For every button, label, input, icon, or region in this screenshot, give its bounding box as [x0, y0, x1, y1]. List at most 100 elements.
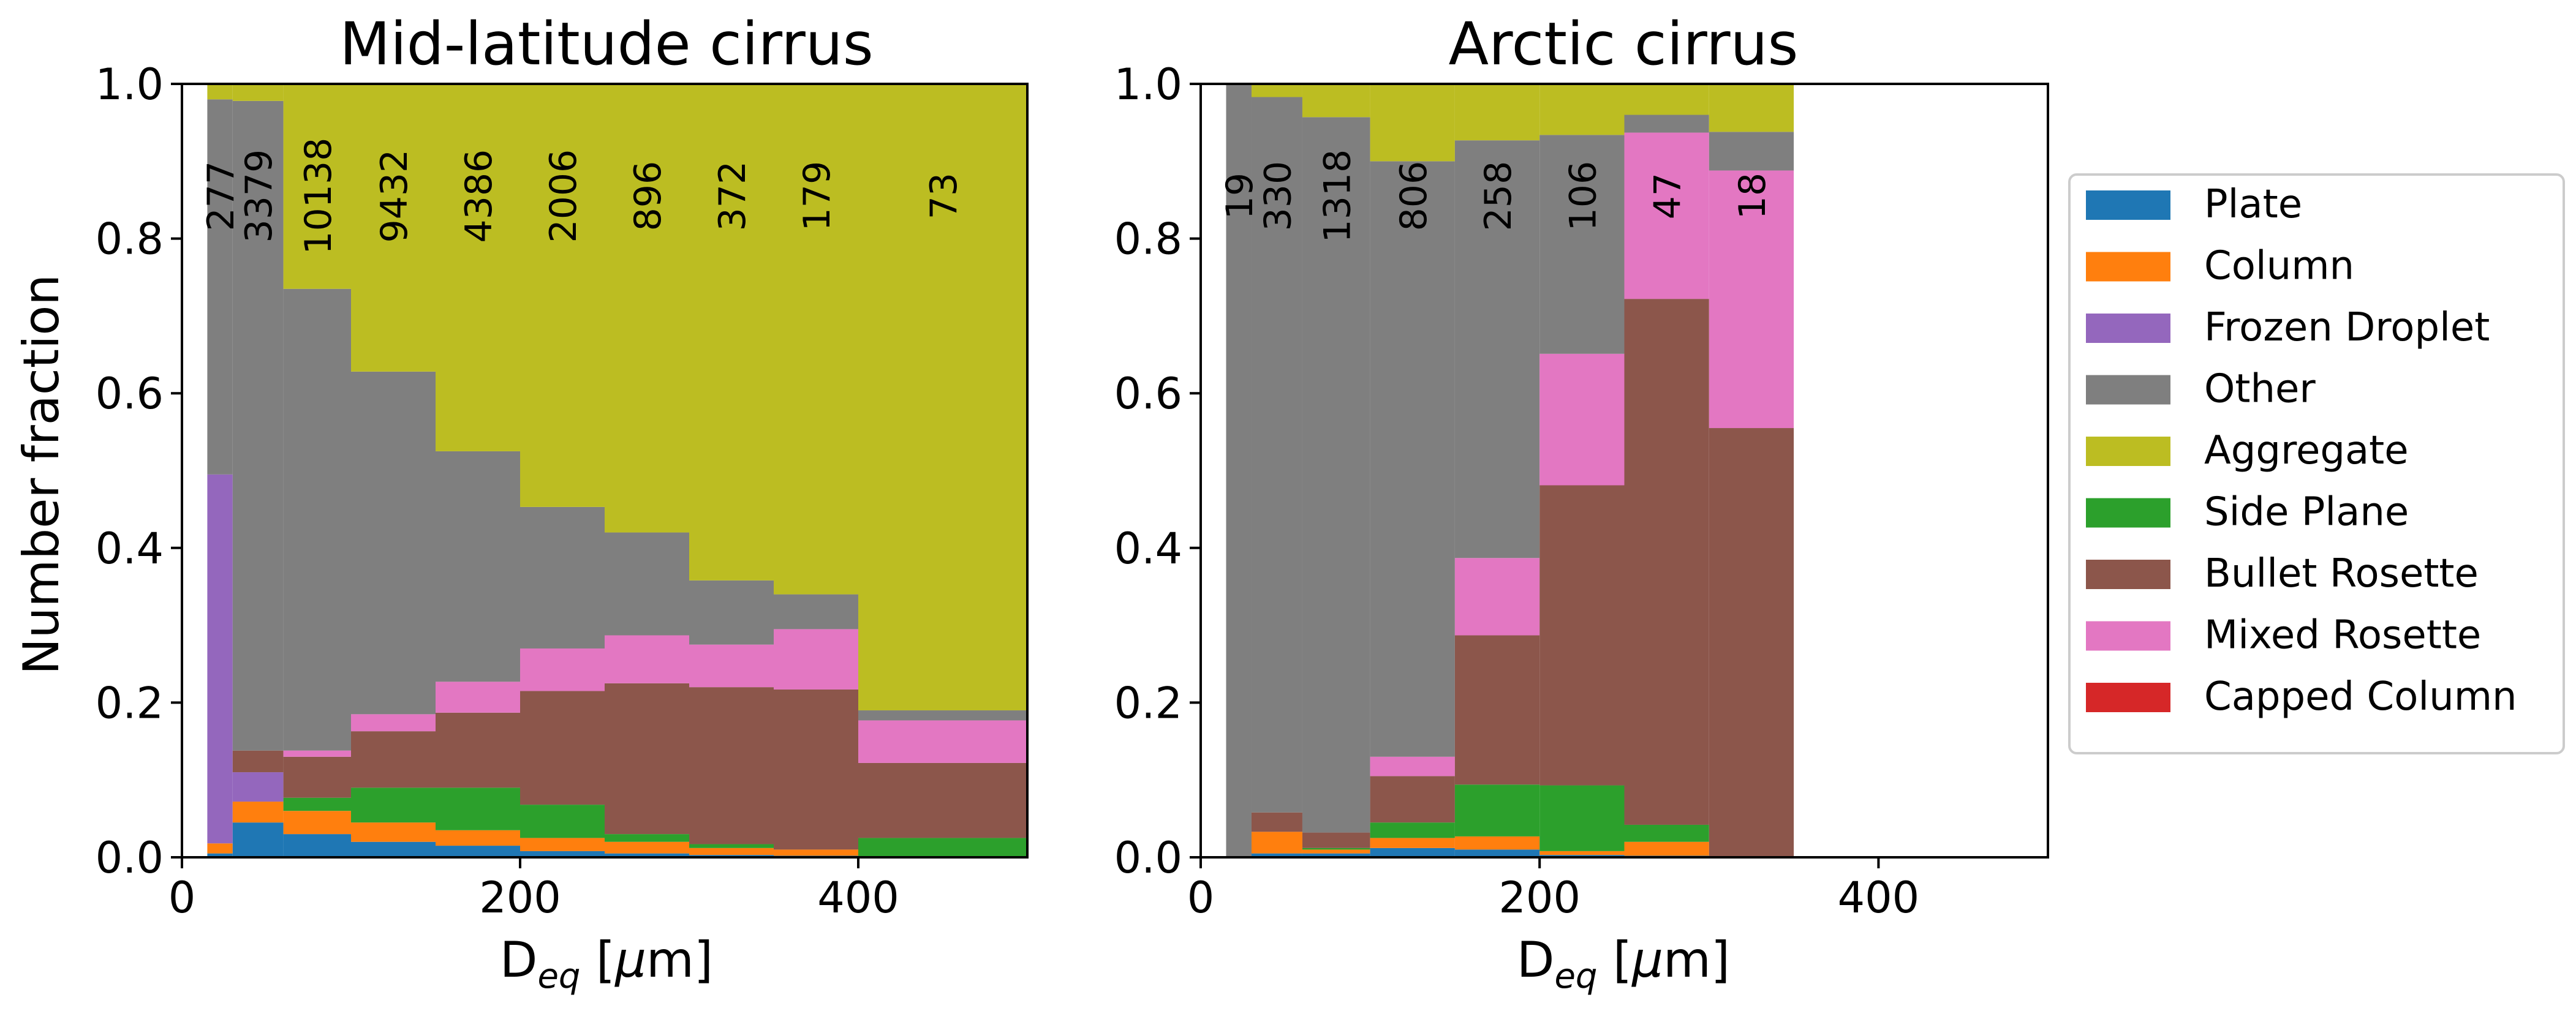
bar-mixed-rosette	[1624, 132, 1709, 299]
bar-column	[1454, 836, 1540, 850]
axes: 0 200 400 0.0 0.2 0.4 0.6 0.8 1.0	[96, 59, 1029, 923]
bar-bullet-rosette	[232, 750, 284, 773]
bar-aggregate	[1251, 84, 1302, 97]
bar-aggregate	[1624, 84, 1709, 115]
bar-bullet-rosette	[1624, 299, 1709, 825]
bar-other	[605, 532, 689, 636]
bar-other	[1539, 135, 1625, 354]
bar-other	[858, 710, 1027, 721]
legend-swatch-plate	[2086, 190, 2170, 220]
bar-bullet-rosette	[1539, 485, 1625, 786]
bar-mixed-rosette	[436, 682, 520, 713]
y-tick-label: 0.2	[1114, 678, 1182, 728]
legend-swatch-bullet-rosette	[2086, 560, 2170, 589]
bar-mixed-rosette	[858, 720, 1027, 763]
bin-count-label: 258	[1477, 161, 1520, 231]
x-tick-label: 0	[1187, 873, 1215, 923]
bar-plate	[207, 853, 233, 857]
bars	[1226, 84, 1794, 857]
legend-label-aggregate: Aggregate	[2204, 428, 2409, 473]
y-tick-label: 0.0	[1114, 833, 1182, 883]
bar-side-plane	[1624, 824, 1709, 842]
bar-bullet-rosette	[1251, 812, 1302, 832]
x-tick-label: 0	[168, 873, 196, 923]
legend-frame	[2068, 173, 2565, 754]
bin-count-label: 277	[200, 161, 243, 231]
bin-count-label: 179	[796, 161, 839, 231]
legend-label-side-plane: Side Plane	[2204, 490, 2409, 535]
bin-count-label: 1318	[1316, 149, 1359, 243]
bar-aggregate	[689, 84, 774, 581]
bin-count-label: 10138	[297, 138, 340, 255]
bar-bullet-rosette	[436, 712, 520, 788]
legend-label-capped-column: Capped Column	[2204, 674, 2517, 720]
bar-mixed-rosette	[774, 629, 858, 690]
x-axis-label: Deq [μm]	[1517, 931, 1730, 996]
bar-aggregate	[207, 84, 233, 100]
bar-column	[1251, 832, 1302, 854]
bar-plate	[351, 841, 436, 857]
bar-side-plane	[1454, 784, 1540, 836]
bar-other	[1370, 161, 1455, 757]
legend-label-mixed-rosette: Mixed Rosette	[2204, 613, 2481, 658]
bar-plate	[436, 846, 520, 857]
legend-label-column: Column	[2204, 244, 2354, 289]
bar-side-plane	[351, 787, 436, 823]
bar-bullet-rosette	[689, 687, 774, 844]
bar-mixed-rosette	[520, 648, 605, 691]
bin-count-label: 4386	[458, 149, 500, 243]
bar-side-plane	[436, 787, 520, 830]
bar-other	[283, 288, 351, 751]
bar-side-plane	[1302, 848, 1370, 850]
bar-aggregate	[1454, 84, 1540, 141]
bar-column	[605, 841, 689, 854]
bar-aggregate	[1370, 84, 1455, 162]
bar-aggregate	[1539, 84, 1625, 135]
bin-count-label: 18	[1731, 173, 1774, 219]
plot-frame	[1199, 83, 2049, 859]
bar-column	[774, 849, 858, 856]
bar-column	[232, 802, 284, 823]
bar-column	[351, 822, 436, 842]
legend-swatch-column	[2086, 252, 2170, 282]
bar-other	[1302, 117, 1370, 833]
bar-side-plane	[283, 797, 351, 811]
bar-side-plane	[689, 844, 774, 848]
bar-plate	[605, 853, 689, 857]
bar-aggregate	[1302, 84, 1370, 118]
legend-label-other: Other	[2204, 367, 2316, 412]
bar-other	[1251, 97, 1302, 813]
bin-count-label: 372	[711, 161, 754, 231]
x-tick-label: 200	[479, 873, 561, 923]
bar-other	[1226, 84, 1252, 857]
bar-other	[232, 100, 284, 751]
y-tick-label: 0.4	[96, 524, 164, 574]
bar-other	[520, 506, 605, 648]
x-tick-label: 400	[817, 873, 899, 923]
bar-column	[1624, 841, 1709, 856]
legend-swatch-mixed-rosette	[2086, 621, 2170, 651]
bar-frozen-droplet	[232, 772, 284, 802]
x-axis-label: Deq [μm]	[500, 931, 713, 996]
y-tick-label: 0.8	[1114, 214, 1182, 265]
bar-aggregate	[283, 84, 351, 289]
bar-aggregate	[520, 84, 605, 507]
bar-plate	[1370, 848, 1455, 857]
bin-count-label: 73	[923, 173, 965, 219]
bar-other	[1709, 132, 1794, 171]
y-axis-label: Number fraction	[13, 274, 70, 675]
y-tick-label: 0.2	[96, 678, 164, 728]
bar-bullet-rosette	[283, 756, 351, 798]
bar-aggregate	[232, 84, 284, 101]
bar-plate	[1302, 853, 1370, 857]
bar-column	[689, 848, 774, 855]
bin-count-label: 2006	[542, 149, 585, 243]
bar-plate	[232, 822, 284, 857]
bar-mixed-rosette	[1539, 353, 1625, 486]
bar-plate	[1454, 849, 1540, 857]
bar-bullet-rosette	[858, 762, 1027, 838]
bar-plate	[283, 834, 351, 857]
